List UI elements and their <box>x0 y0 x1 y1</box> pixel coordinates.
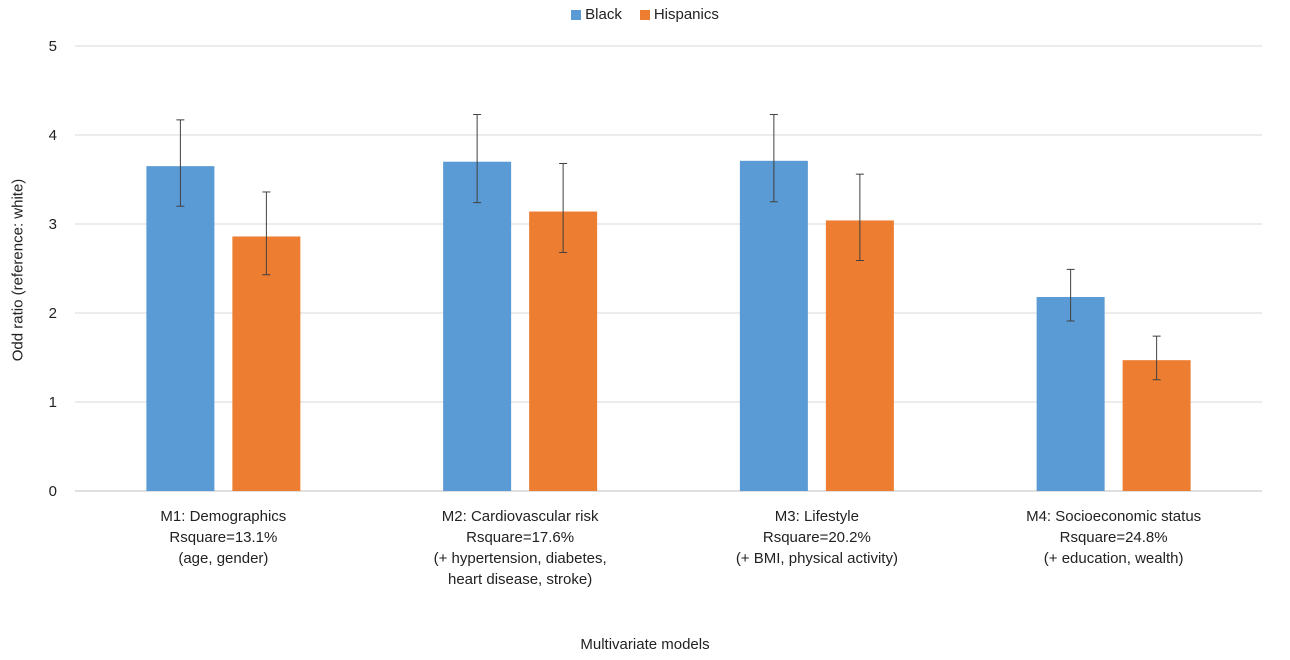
x-category-label: M3: Lifestyle Rsquare=20.2% (+ BMI, physic… <box>687 506 947 569</box>
legend-item-hispanics: Hispanics <box>639 6 719 23</box>
x-category-label: M1: Demographics Rsquare=13.1% (age, gende… <box>93 506 353 569</box>
bar-black <box>739 160 808 491</box>
x-category-label: M4: Socioeconomic status Rsquare=24.8% (+ … <box>984 506 1244 569</box>
legend-label-hispanics: Hispanics <box>653 6 719 23</box>
bar-black <box>1036 296 1105 491</box>
y-tick-label: 1 <box>49 394 57 411</box>
x-category-label-line: (+ BMI, physical activity) <box>735 550 898 567</box>
x-category-label-line: M1: Demographics <box>160 508 287 525</box>
x-category-label-line: M4: Socioeconomic status <box>1026 508 1202 525</box>
bar-hispanics <box>232 236 301 491</box>
x-category-label-line: Rsquare=17.6% <box>466 529 575 546</box>
x-category-label-line: (+ hypertension, diabetes, <box>433 550 607 567</box>
y-tick-label: 3 <box>49 216 57 233</box>
x-category-label: M2: Cardiovascular risk Rsquare=17.6% (+ h… <box>390 506 650 590</box>
bar-hispanics <box>1122 360 1191 491</box>
x-category-label-line: M2: Cardiovascular risk <box>441 508 599 525</box>
x-category-label-line: heart disease, stroke) <box>448 571 593 588</box>
bar-black <box>146 166 215 491</box>
x-axis-title: Multivariate models <box>580 636 710 653</box>
x-category-label-line: M3: Lifestyle <box>774 508 859 525</box>
y-tick-label: 0 <box>49 483 57 500</box>
y-tick-label: 2 <box>49 305 57 322</box>
bar-hispanics <box>529 211 598 492</box>
y-tick-label: 4 <box>49 127 57 144</box>
legend-item-black: Black <box>571 6 622 23</box>
bar-hispanics <box>825 220 894 491</box>
legend-swatch-hispanics <box>639 9 650 20</box>
y-tick-label: 5 <box>49 38 57 55</box>
bar-black <box>443 161 512 491</box>
x-category-label-line: Rsquare=24.8% <box>1059 529 1168 546</box>
legend-label-black: Black <box>585 6 622 23</box>
y-axis-title: Odd ratio (reference: white) <box>9 178 27 362</box>
legend-swatch-black <box>571 9 582 20</box>
legend: Black Hispanics <box>0 6 1290 23</box>
x-category-label-line: Rsquare=20.2% <box>762 529 871 546</box>
x-category-label-line: Rsquare=13.1% <box>169 529 278 546</box>
x-category-label-line: (age, gender) <box>178 550 269 567</box>
x-category-label-line: (+ education, wealth) <box>1043 550 1184 567</box>
